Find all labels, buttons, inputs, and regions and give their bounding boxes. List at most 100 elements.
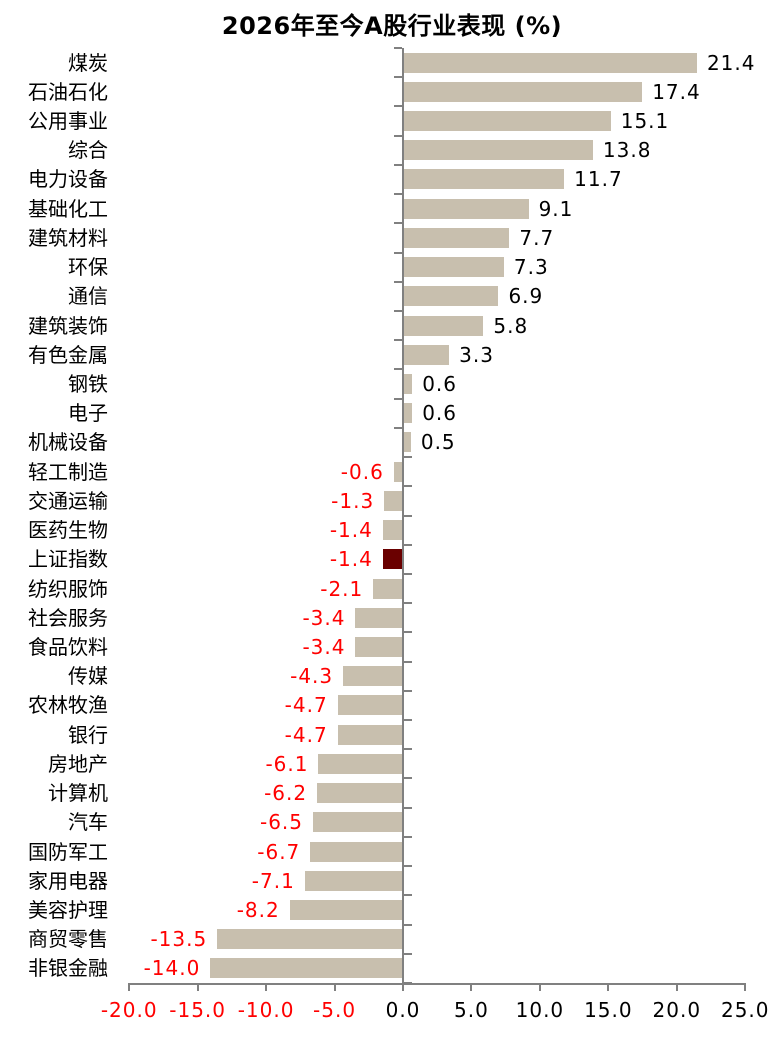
category-label: 上证指数 — [28, 547, 108, 572]
value-label: -3.4 — [302, 605, 346, 630]
bar — [404, 111, 611, 132]
value-label: -1.3 — [331, 488, 375, 513]
bar — [313, 812, 402, 833]
category-label: 农林牧渔 — [28, 693, 108, 718]
y-axis-tick — [394, 339, 402, 342]
value-label: 5.8 — [493, 313, 529, 338]
category-label: 纺织服饰 — [28, 576, 108, 601]
bar — [355, 636, 402, 657]
category-label: 基础化工 — [28, 196, 108, 221]
bar — [404, 52, 697, 73]
y-axis-tick — [394, 163, 402, 166]
y-axis-tick — [404, 806, 412, 809]
y-axis-tick — [404, 952, 412, 955]
category-label: 环保 — [68, 255, 108, 280]
x-tick-label: 5.0 — [454, 998, 489, 1022]
x-tick-label: 20.0 — [652, 998, 702, 1022]
bar — [337, 724, 402, 745]
bar — [404, 374, 413, 395]
category-label: 电力设备 — [28, 167, 108, 192]
bar — [384, 490, 402, 511]
x-axis-tick — [675, 983, 678, 991]
x-axis-tick — [196, 983, 199, 991]
category-label: 商贸零售 — [28, 927, 108, 952]
highlight-bar — [382, 549, 402, 570]
bar — [355, 607, 402, 628]
y-axis-tick — [404, 514, 412, 517]
zero-axis-line — [402, 48, 404, 983]
y-axis-tick — [394, 251, 402, 254]
category-label: 石油石化 — [28, 79, 108, 104]
value-label: -4.7 — [284, 693, 328, 718]
bar — [404, 403, 413, 424]
category-label: 食品饮料 — [28, 634, 108, 659]
x-tick-label: 25.0 — [720, 998, 770, 1022]
y-axis-tick — [394, 280, 402, 283]
value-label: 6.9 — [508, 284, 544, 309]
y-axis-tick — [394, 47, 402, 49]
category-label: 通信 — [68, 284, 108, 309]
category-label: 建筑装饰 — [28, 313, 108, 338]
x-axis-tick — [128, 983, 131, 991]
y-axis-tick — [404, 660, 412, 663]
y-axis-tick — [394, 309, 402, 312]
category-label: 交通运输 — [28, 488, 108, 513]
bar — [404, 286, 499, 307]
bar — [343, 666, 402, 687]
x-tick-label: -15.0 — [169, 998, 227, 1022]
bar — [318, 753, 402, 774]
y-axis-tick — [404, 835, 412, 838]
y-axis-tick — [394, 105, 402, 108]
y-axis-tick — [394, 397, 402, 400]
x-axis-tick — [402, 983, 404, 991]
category-label: 机械设备 — [28, 430, 108, 455]
y-axis-tick — [394, 76, 402, 79]
category-label: 医药生物 — [28, 518, 108, 543]
y-axis-tick — [394, 193, 402, 196]
value-label: 15.1 — [620, 109, 670, 134]
y-axis-tick — [404, 543, 412, 546]
value-label: 7.7 — [519, 225, 555, 250]
category-label: 家用电器 — [28, 868, 108, 893]
category-label: 社会服务 — [28, 605, 108, 630]
value-label: -2.1 — [320, 576, 364, 601]
category-label: 综合 — [68, 138, 108, 163]
value-label: 13.8 — [602, 138, 652, 163]
category-label: 国防军工 — [28, 839, 108, 864]
value-label: -0.6 — [340, 459, 384, 484]
bar — [310, 841, 402, 862]
y-axis-tick — [404, 572, 412, 575]
bar — [317, 783, 402, 804]
x-tick-label: 0.0 — [385, 998, 421, 1022]
y-axis-tick — [404, 748, 412, 751]
value-label: -6.5 — [259, 810, 304, 835]
category-label: 有色金属 — [28, 342, 108, 367]
category-label: 美容护理 — [28, 897, 108, 922]
bar — [289, 899, 402, 920]
bar — [404, 227, 510, 248]
value-label: 0.6 — [422, 372, 458, 397]
x-tick-label: -20.0 — [100, 998, 158, 1022]
category-label: 非银金融 — [28, 956, 108, 981]
bar — [404, 432, 411, 453]
x-tick-label: -5.0 — [313, 998, 357, 1022]
bar — [337, 695, 402, 716]
category-label: 传媒 — [68, 664, 108, 689]
category-label: 钢铁 — [68, 372, 108, 397]
value-label: 3.3 — [459, 342, 494, 367]
value-label: -6.2 — [264, 781, 308, 806]
value-label: -1.4 — [329, 547, 373, 572]
category-label: 房地产 — [48, 751, 108, 776]
y-axis-tick — [404, 777, 412, 780]
x-tick-label: 15.0 — [584, 998, 633, 1022]
value-label: -3.4 — [302, 634, 346, 659]
value-label: -4.3 — [290, 664, 334, 689]
y-axis-tick — [404, 485, 412, 488]
category-label: 建筑材料 — [28, 225, 108, 250]
value-label: -6.1 — [265, 751, 309, 776]
bar — [404, 344, 450, 365]
value-label: 0.5 — [420, 430, 456, 455]
bar — [404, 315, 484, 336]
x-axis-tick — [265, 983, 268, 991]
x-axis-tick — [333, 983, 336, 991]
